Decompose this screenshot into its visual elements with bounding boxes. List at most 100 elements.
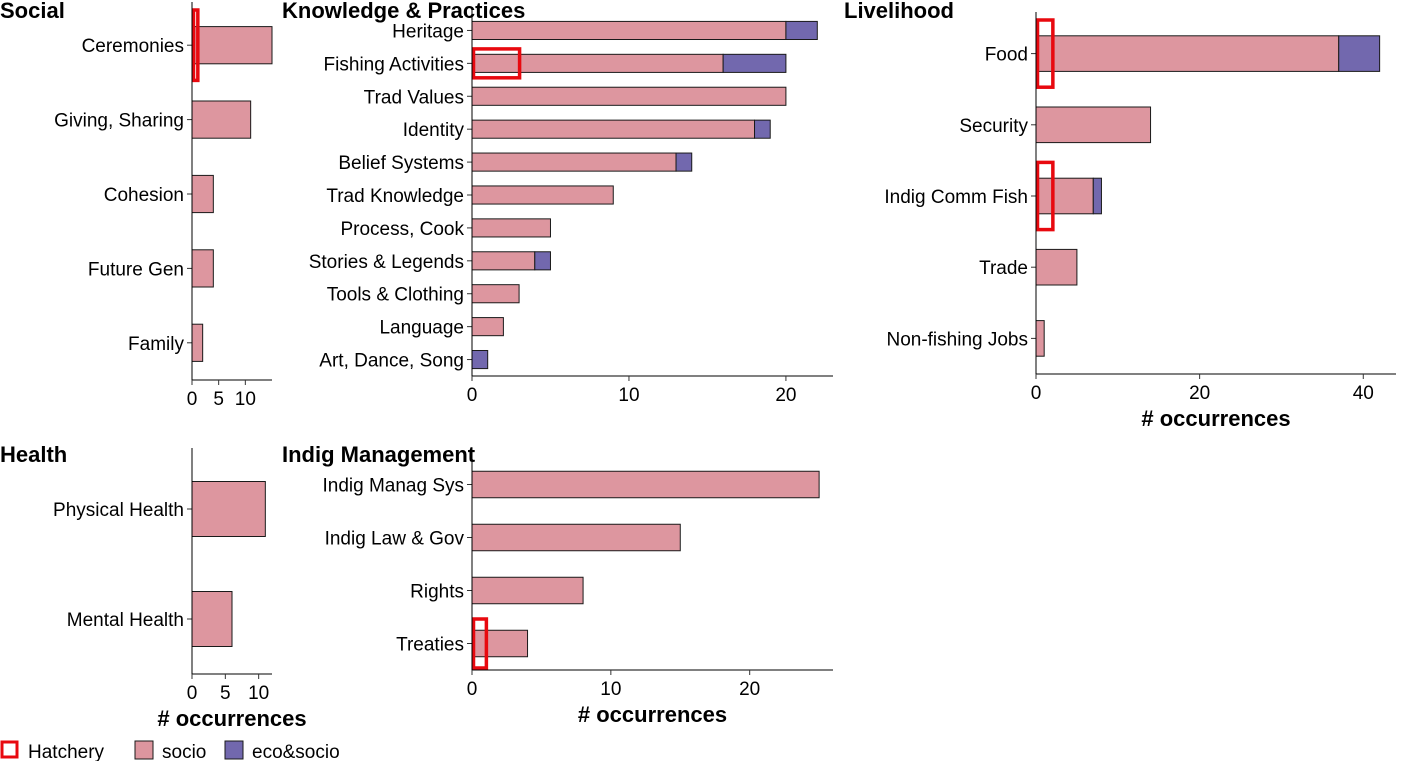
x-tick-label: 0 <box>467 679 478 700</box>
panel-livelihood: Livelihood Food Security Indig Comm Fish Tra… <box>844 0 1396 431</box>
bar-eco-socio <box>722 53 787 73</box>
hatchery-outline <box>471 47 522 80</box>
category-label: Food <box>985 45 1028 66</box>
category-label: Family <box>128 334 184 355</box>
bar-socio <box>471 317 504 337</box>
legend-label: Hatchery <box>28 742 105 761</box>
bar-socio <box>191 100 252 139</box>
legend-label: socio <box>162 742 206 761</box>
x-tick-label: 10 <box>235 389 256 410</box>
x-tick-label: 20 <box>739 679 760 700</box>
category-label: Trad Knowledge <box>326 186 464 207</box>
bar-socio <box>191 481 266 537</box>
category-label: Process, Cook <box>340 219 464 240</box>
x-tick-label: 0 <box>467 385 478 406</box>
bar-eco-socio <box>785 20 818 41</box>
bar-socio <box>471 218 551 238</box>
category-label: Indig Manag Sys <box>322 476 464 497</box>
bar-socio <box>471 251 536 271</box>
bar-socio <box>1035 106 1152 144</box>
x-axis-label: # occurrences <box>157 706 306 731</box>
bar-socio <box>1035 320 1045 357</box>
bar-socio <box>471 86 787 106</box>
category-label: Indig Law & Gov <box>325 529 465 550</box>
category-label: Trade <box>979 258 1028 279</box>
bar-socio <box>1035 177 1094 215</box>
x-tick-label: 10 <box>248 683 269 704</box>
bar-socio <box>471 284 520 304</box>
panel-title: Knowledge & Practices <box>282 0 525 23</box>
legend: Hatchery socio eco&socio <box>0 740 340 761</box>
x-tick-label: 5 <box>213 389 224 410</box>
bar-socio <box>471 185 614 205</box>
legend-key-hatchery <box>0 740 19 759</box>
bar-socio <box>191 249 214 288</box>
x-tick-label: 0 <box>187 683 198 704</box>
bar-socio <box>471 470 820 499</box>
panel-title: Health <box>0 442 67 467</box>
x-tick-label: 40 <box>1353 383 1374 404</box>
bar-socio <box>191 591 233 647</box>
category-label: Fishing Activities <box>324 54 464 75</box>
hatchery-outline <box>191 8 200 83</box>
x-tick-label: 5 <box>220 683 231 704</box>
category-label: Physical Health <box>53 500 184 521</box>
bar-eco-socio <box>675 152 693 172</box>
bar-socio <box>1035 35 1340 72</box>
bar-socio <box>471 152 677 172</box>
x-axis-label: # occurrences <box>1141 406 1290 431</box>
bar-socio <box>471 523 681 552</box>
category-label: Language <box>379 318 464 339</box>
legend-key-socio <box>134 740 154 760</box>
x-tick-label: 20 <box>775 385 796 406</box>
bar-socio <box>471 629 529 658</box>
category-label: Belief Systems <box>338 153 464 174</box>
bar-socio <box>471 53 724 73</box>
bar-eco-socio <box>1338 35 1381 72</box>
panel-health: Health Physical Health Mental Health 0 5 10# … <box>0 442 307 731</box>
bar-socio <box>191 26 273 65</box>
bar-socio <box>471 576 584 605</box>
category-label: Tools & Clothing <box>327 285 464 306</box>
category-label: Art, Dance, Song <box>319 351 464 372</box>
category-label: Identity <box>403 120 465 141</box>
x-tick-label: 10 <box>618 385 639 406</box>
panel-title: Indig Management <box>282 442 476 467</box>
legend-label: eco&socio <box>252 742 340 761</box>
category-label: Future Gen <box>88 259 184 280</box>
panel-title: Livelihood <box>844 0 954 23</box>
bar-eco-socio <box>754 119 771 139</box>
bar-socio <box>191 323 204 362</box>
x-tick-label: 0 <box>187 389 198 410</box>
category-label: Treaties <box>396 635 464 656</box>
category-label: Security <box>959 116 1028 137</box>
hatchery-outline <box>1035 18 1055 89</box>
panel-title: Social <box>0 0 65 23</box>
bar-eco-socio <box>471 349 489 370</box>
legend-key-eco-socio <box>224 740 244 760</box>
hatchery-outline <box>1035 160 1055 232</box>
category-label: Ceremonies <box>82 36 184 57</box>
category-label: Mental Health <box>67 610 184 631</box>
bar-socio <box>471 20 787 41</box>
panel-indig-management: Indig Management Indig Manag Sys Indig Law… <box>282 442 833 727</box>
bar-socio <box>191 174 214 214</box>
x-tick-label: 10 <box>600 679 621 700</box>
hatchery-outline <box>471 617 489 670</box>
x-axis-label: # occurrences <box>578 702 727 727</box>
bar-eco-socio <box>534 251 551 271</box>
bar-eco-socio <box>1092 177 1102 215</box>
category-label: Stories & Legends <box>309 252 464 273</box>
x-tick-label: 20 <box>1189 383 1210 404</box>
panel-social: Social Ceremonies Giving, Sharing Cohesion F… <box>0 0 273 410</box>
x-tick-label: 0 <box>1031 383 1042 404</box>
category-label: Trad Values <box>364 87 464 108</box>
category-label: Heritage <box>392 21 464 42</box>
category-label: Non-fishing Jobs <box>886 329 1028 350</box>
bar-socio <box>471 119 756 139</box>
category-label: Giving, Sharing <box>54 111 184 132</box>
category-label: Cohesion <box>104 185 184 206</box>
bar-socio <box>1035 248 1078 286</box>
